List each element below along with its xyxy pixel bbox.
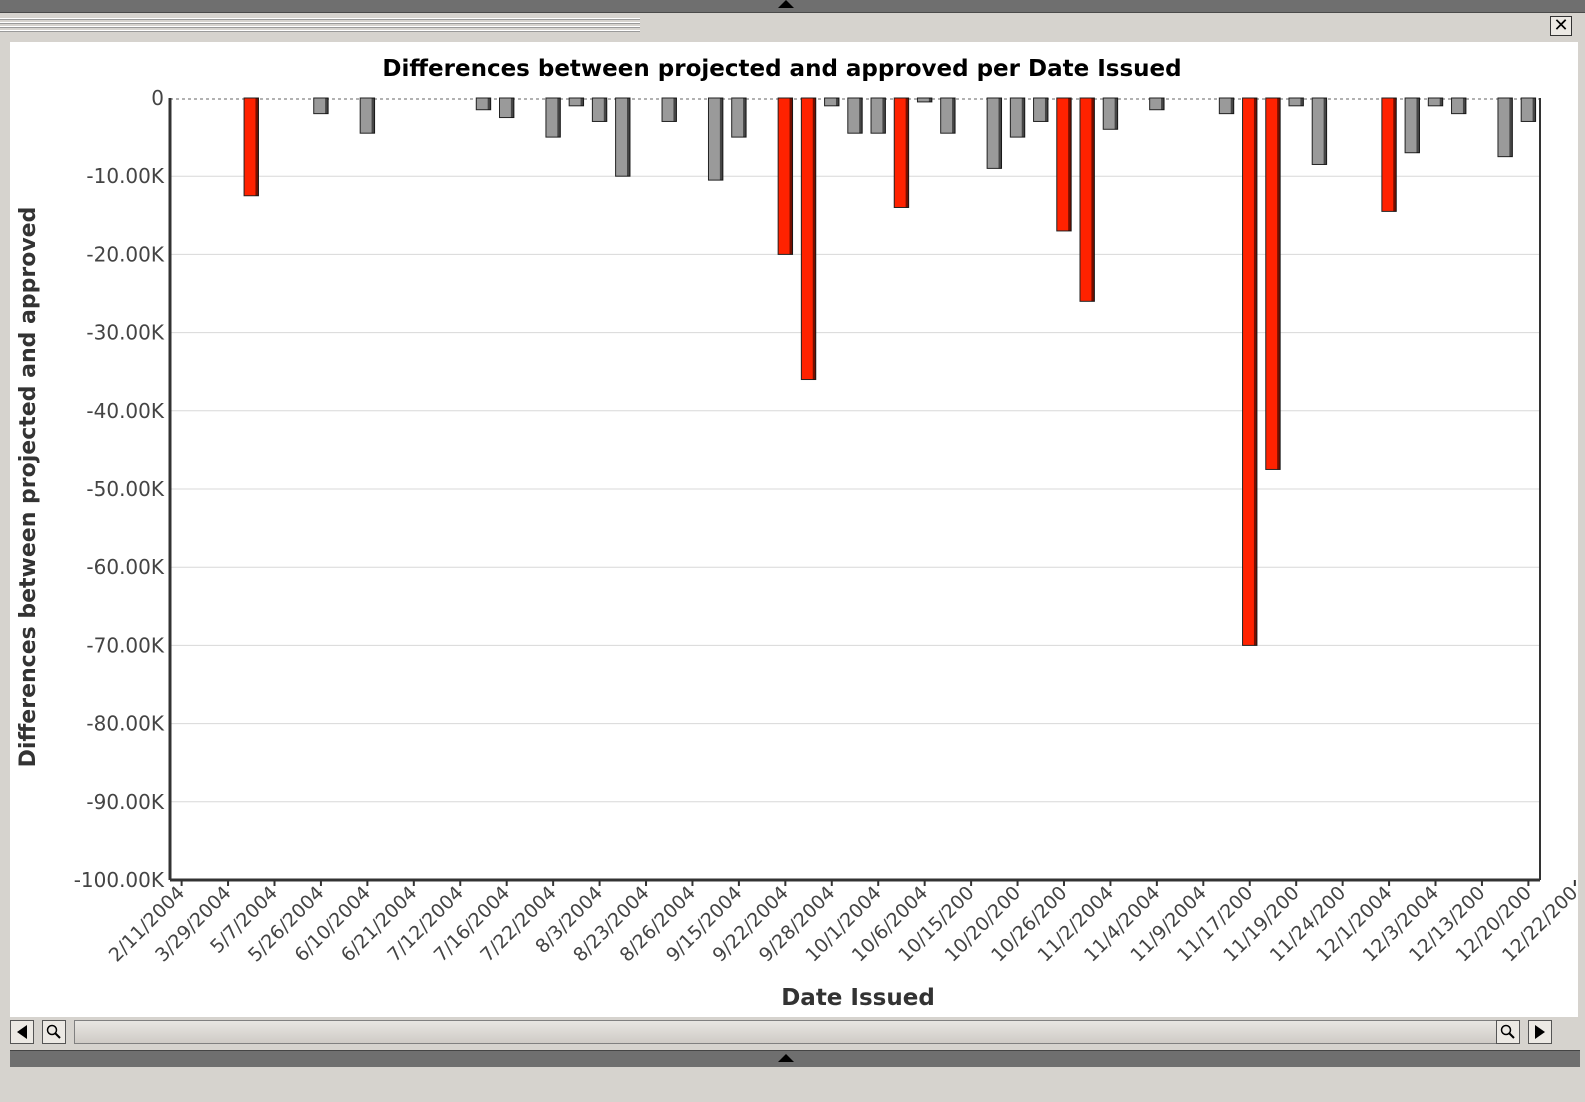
bar-shadow [1509,98,1513,157]
bar-shadow [580,98,584,106]
scroll-track[interactable] [74,1020,1520,1044]
bar-shadow [1277,98,1281,470]
bar-shadow [510,98,514,118]
bar-shadow [882,98,886,134]
bar-shadow [1253,98,1257,646]
bar-shadow [1393,98,1397,212]
bar-shadow [673,98,677,122]
bar-shadow [1091,98,1095,302]
bar-shadow [789,98,793,255]
y-tick-label: -70.00K [86,633,164,657]
bar-shadow [952,98,956,134]
y-tick-label: -60.00K [86,555,164,579]
zoom-magnifier-icon[interactable] [42,1020,66,1044]
bar-shadow [371,98,375,134]
bar-shadow [905,98,909,208]
bar-shadow [1161,98,1165,110]
y-axis-label: Differences between projected and approv… [16,207,41,768]
bar-shadow [626,98,630,177]
y-tick-label: -100.00K [74,868,165,892]
bar-shadow [1021,98,1025,138]
bar [498,97,515,119]
zoom-magnifier-icon[interactable] [1496,1020,1520,1044]
chart-title: Differences between projected and approv… [382,56,1181,82]
close-icon[interactable]: ✕ [1550,16,1572,36]
bar-shadow [603,98,607,122]
y-tick-label: -50.00K [86,477,164,501]
bar-chart: Differences between projected and approv… [16,56,1578,1011]
bar-shadow [255,98,259,196]
bar-shadow [1323,98,1327,165]
arrow-right-icon[interactable] [1528,1020,1552,1044]
bar-shadow [859,98,863,134]
chart-panel: Differences between projected and approv… [10,42,1578,1017]
bar-shadow [1114,98,1118,130]
bar-shadow [998,98,1002,169]
bar-shadow [928,98,932,102]
bar-shadow [325,98,329,114]
bar-shadow [1462,98,1466,114]
bar-shadow [719,98,723,181]
bottom-collapse-bar[interactable] [10,1050,1580,1067]
y-tick-label: -40.00K [86,399,164,423]
y-tick-label: -20.00K [86,242,164,266]
arrow-left-icon[interactable] [10,1020,34,1044]
triangle-up-icon[interactable] [778,1054,794,1062]
bar-shadow [812,98,816,380]
bar-shadow [487,98,491,110]
bar-shadow [1439,98,1443,106]
drag-grip[interactable] [0,18,640,32]
top-collapse-bar[interactable] [0,0,1585,13]
triangle-up-icon[interactable] [778,0,794,8]
horizontal-scrollbar[interactable] [10,1020,1580,1046]
bar-shadow [743,98,747,138]
bar-shadow [1230,98,1234,114]
y-tick-label: 0 [151,86,164,110]
y-tick-label: -80.00K [86,712,164,736]
x-axis-label: Date Issued [781,985,935,1011]
y-tick-label: -30.00K [86,321,164,345]
bar-shadow [557,98,561,138]
y-tick-label: -10.00K [86,164,164,188]
bar-shadow [1532,98,1536,122]
bar [1009,97,1026,138]
bar-shadow [1068,98,1072,231]
bar-shadow [1044,98,1048,122]
bar-shadow [1416,98,1420,153]
bar-shadow [835,98,839,106]
y-tick-label: -90.00K [86,790,164,814]
bar-shadow [1300,98,1304,106]
